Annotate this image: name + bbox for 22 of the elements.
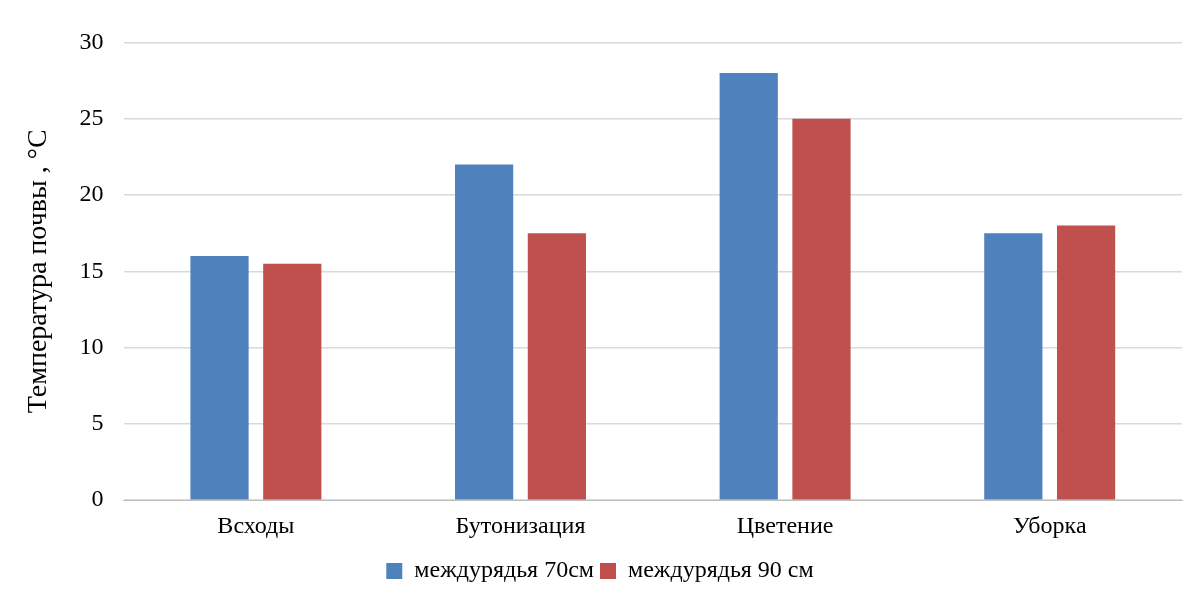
y-tick-label: 15 [79, 256, 104, 283]
x-tick-label: Уборка [1012, 511, 1087, 538]
bar [719, 72, 778, 500]
x-tick-label: Бутонизация [455, 511, 586, 538]
y-tick-label: 20 [79, 180, 104, 207]
legend-label: междурядья 90 см [628, 556, 814, 583]
bar [984, 233, 1043, 500]
bar [263, 263, 322, 500]
x-tick-label: Цветение [736, 511, 834, 538]
bar [792, 118, 851, 500]
y-axis-title: Температура почвы , °С [21, 129, 53, 414]
y-tick-label: 0 [91, 485, 104, 512]
bar [190, 256, 249, 500]
y-tick-label: 25 [79, 104, 104, 130]
bar [455, 164, 514, 500]
legend-label: междурядья 70см [414, 556, 595, 583]
y-tick-label: 5 [91, 409, 104, 436]
bar [527, 233, 586, 500]
y-tick-label: 30 [79, 27, 104, 54]
y-tick-label: 10 [79, 332, 104, 359]
x-tick-label: Всходы [217, 511, 295, 538]
bar [1056, 225, 1116, 500]
